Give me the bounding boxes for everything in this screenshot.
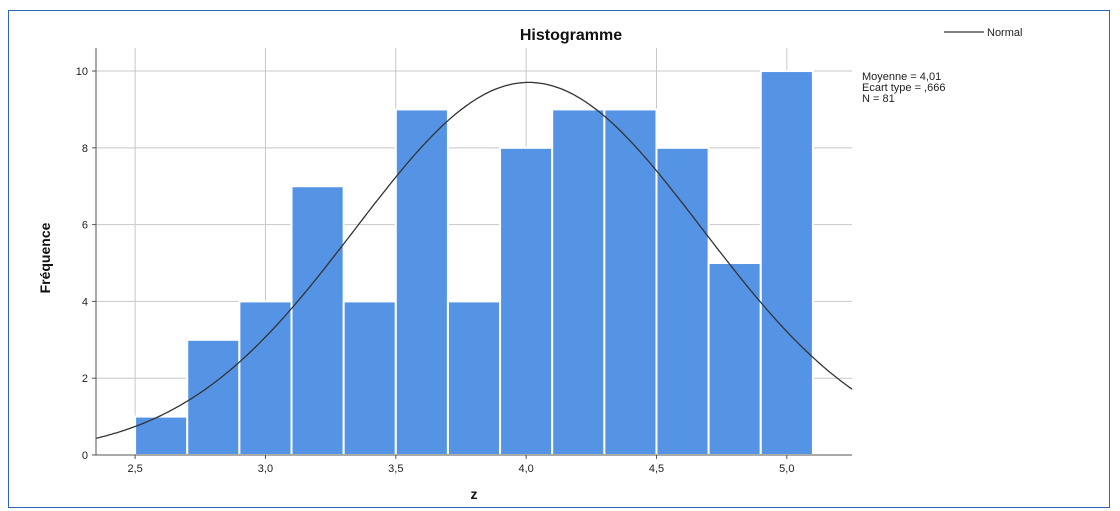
stat-mean: Moyenne = 4,01 (862, 71, 941, 83)
histogram-bar (134, 415, 189, 456)
histogram-bars (134, 70, 814, 456)
x-tick-label: 5,0 (779, 463, 794, 475)
legend-label-normal: Normal (987, 27, 1022, 39)
x-tick-label: 3,0 (258, 463, 273, 475)
histogram-bar (238, 300, 293, 456)
y-tick-label: 0 (82, 450, 88, 462)
histogram-bar (603, 108, 658, 456)
histogram-bar (707, 262, 762, 456)
histogram-bar (499, 146, 554, 456)
histogram-bar (186, 338, 241, 456)
histogram-bar (394, 108, 449, 456)
histogram-bar (759, 70, 814, 456)
normal-curve (95, 81, 853, 439)
normal-curve-layer (95, 81, 853, 439)
stat-n: N = 81 (862, 93, 895, 105)
y-tick-label: 2 (82, 373, 88, 385)
stats-box: Moyenne = 4,01 Ecart type = ,666 N = 81 (862, 71, 945, 105)
y-tick-label: 8 (82, 143, 88, 155)
x-tick-label: 4,0 (518, 463, 533, 475)
histogram-bar (342, 300, 397, 456)
histogram-bar (446, 300, 502, 456)
histogram-bar (655, 146, 710, 456)
y-tick-label: 10 (76, 66, 88, 78)
x-tick-label: 4,5 (649, 463, 664, 475)
y-tick-label: 4 (82, 296, 88, 308)
chart-title: Histogramme (520, 27, 622, 44)
histogram-bar (290, 185, 345, 456)
axes (92, 48, 852, 459)
x-tick-label: 2,5 (127, 463, 142, 475)
legend: Normal (944, 27, 1022, 39)
y-axis-label: Fréquence (37, 222, 53, 293)
tick-labels: 0 2 4 6 8 10 2,5 3,0 3,5 4,0 4,5 5,0 (76, 66, 795, 475)
histogram-bar (551, 108, 606, 456)
x-tick-label: 3,5 (388, 463, 403, 475)
x-axis-label: z (471, 486, 478, 502)
y-tick-label: 6 (82, 220, 88, 232)
stat-sd: Ecart type = ,666 (862, 82, 945, 94)
